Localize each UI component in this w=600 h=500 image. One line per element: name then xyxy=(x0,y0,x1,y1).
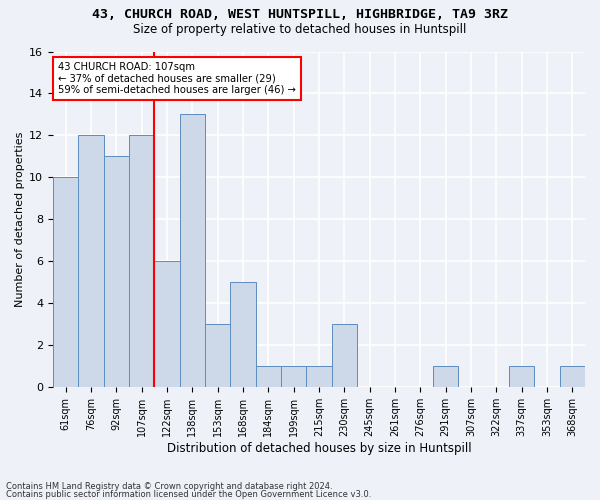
Bar xyxy=(129,136,154,388)
Text: 43 CHURCH ROAD: 107sqm
← 37% of detached houses are smaller (29)
59% of semi-det: 43 CHURCH ROAD: 107sqm ← 37% of detached… xyxy=(58,62,296,95)
Bar xyxy=(79,136,104,388)
Bar xyxy=(256,366,281,388)
Bar xyxy=(53,178,79,388)
Bar xyxy=(154,262,179,388)
Text: Contains HM Land Registry data © Crown copyright and database right 2024.: Contains HM Land Registry data © Crown c… xyxy=(6,482,332,491)
Bar xyxy=(307,366,332,388)
Bar xyxy=(230,282,256,388)
Bar xyxy=(205,324,230,388)
X-axis label: Distribution of detached houses by size in Huntspill: Distribution of detached houses by size … xyxy=(167,442,472,455)
Bar xyxy=(281,366,307,388)
Bar xyxy=(433,366,458,388)
Bar xyxy=(560,366,585,388)
Text: 43, CHURCH ROAD, WEST HUNTSPILL, HIGHBRIDGE, TA9 3RZ: 43, CHURCH ROAD, WEST HUNTSPILL, HIGHBRI… xyxy=(92,8,508,20)
Bar xyxy=(332,324,357,388)
Text: Size of property relative to detached houses in Huntspill: Size of property relative to detached ho… xyxy=(133,22,467,36)
Y-axis label: Number of detached properties: Number of detached properties xyxy=(15,132,25,307)
Text: Contains public sector information licensed under the Open Government Licence v3: Contains public sector information licen… xyxy=(6,490,371,499)
Bar xyxy=(179,114,205,388)
Bar xyxy=(104,156,129,388)
Bar xyxy=(509,366,535,388)
